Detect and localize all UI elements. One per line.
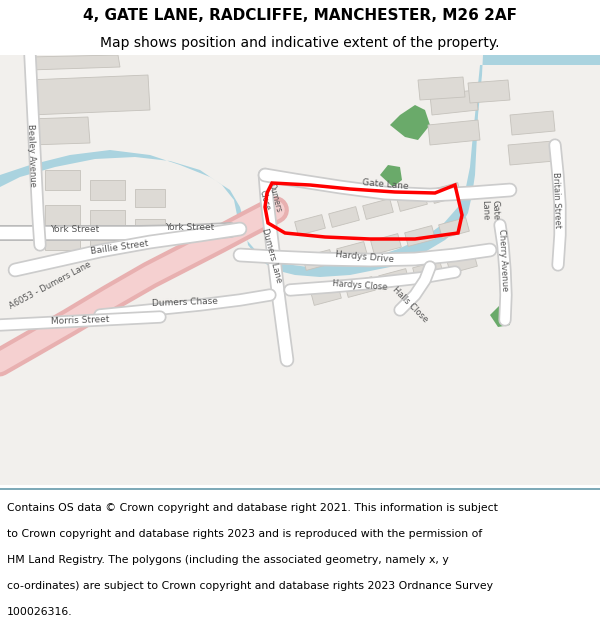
Polygon shape [404,226,436,246]
Polygon shape [311,284,341,306]
Text: Halls Close: Halls Close [391,286,430,324]
Text: Hardys Close: Hardys Close [332,279,388,291]
Polygon shape [302,249,334,271]
Text: A6053 - Dumers Lane: A6053 - Dumers Lane [8,259,92,311]
Polygon shape [28,117,90,145]
Text: Britain Street: Britain Street [551,172,562,228]
Text: Baillie Street: Baillie Street [91,239,149,256]
Text: Gate
Lane: Gate Lane [480,199,500,221]
Text: Hardys Drive: Hardys Drive [335,250,395,264]
Text: York Street: York Street [166,224,215,232]
Polygon shape [45,205,80,225]
Polygon shape [397,191,427,211]
Polygon shape [0,55,600,277]
Text: 100026316.: 100026316. [7,607,73,617]
Text: Bealey Avenue: Bealey Avenue [26,123,38,187]
Polygon shape [418,77,465,100]
Polygon shape [390,105,430,140]
Polygon shape [510,111,555,135]
Text: 4, GATE LANE, RADCLIFFE, MANCHESTER, M26 2AF: 4, GATE LANE, RADCLIFFE, MANCHESTER, M26… [83,8,517,23]
Text: Map shows position and indicative extent of the property.: Map shows position and indicative extent… [100,36,500,50]
Polygon shape [135,219,165,237]
Polygon shape [135,189,165,207]
Text: co-ordinates) are subject to Crown copyright and database rights 2023 Ordnance S: co-ordinates) are subject to Crown copyr… [7,581,493,591]
Polygon shape [428,120,480,145]
Polygon shape [380,165,402,187]
Text: Cherry Avenue: Cherry Avenue [497,229,509,291]
Polygon shape [0,55,600,485]
Text: York Street: York Street [50,226,100,234]
Polygon shape [295,214,325,236]
Polygon shape [337,242,367,262]
Text: HM Land Registry. The polygons (including the associated geometry, namely x, y: HM Land Registry. The polygons (includin… [7,555,449,565]
Polygon shape [45,170,80,190]
Text: Dumers
Close: Dumers Close [257,182,283,216]
Polygon shape [490,305,510,327]
Polygon shape [379,269,409,289]
Polygon shape [371,234,401,254]
Polygon shape [362,199,394,219]
Polygon shape [90,235,120,250]
Polygon shape [508,141,555,165]
Polygon shape [28,75,150,115]
Text: Dumers Lane: Dumers Lane [260,227,284,283]
Polygon shape [90,210,125,230]
Text: Dumers Chase: Dumers Chase [152,296,218,308]
Text: Morris Street: Morris Street [50,314,109,326]
Polygon shape [468,80,510,103]
Text: Gate Lane: Gate Lane [361,179,409,191]
Polygon shape [430,90,478,115]
Polygon shape [439,217,469,238]
Text: to Crown copyright and database rights 2023 and is reproduced with the permissio: to Crown copyright and database rights 2… [7,529,482,539]
Text: Contains OS data © Crown copyright and database right 2021. This information is : Contains OS data © Crown copyright and d… [7,503,498,513]
Polygon shape [413,261,443,281]
Polygon shape [344,277,376,298]
Polygon shape [28,55,120,70]
Polygon shape [329,207,359,227]
Polygon shape [446,253,478,273]
Polygon shape [431,182,461,203]
Polygon shape [45,235,80,250]
Polygon shape [90,180,125,200]
